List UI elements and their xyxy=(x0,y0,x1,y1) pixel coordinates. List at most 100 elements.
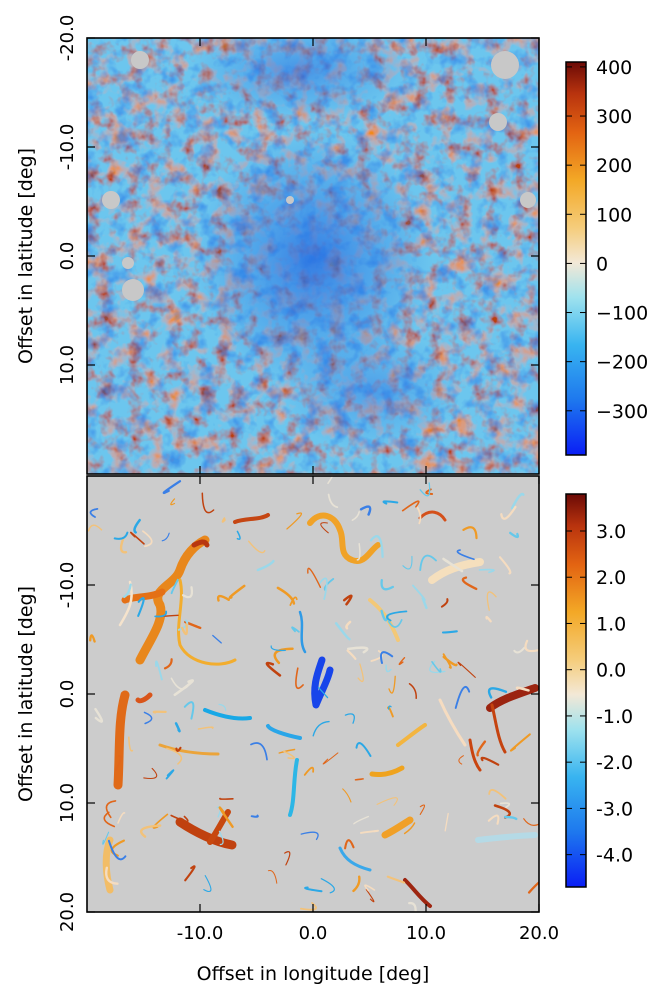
small-filament xyxy=(162,480,182,494)
small-filament xyxy=(419,482,431,497)
small-filament xyxy=(170,578,179,595)
small-filament xyxy=(113,531,129,540)
small-filament xyxy=(201,492,215,514)
bottom-colorbar-tick-label: 2.0 xyxy=(596,567,626,589)
small-filament xyxy=(286,512,303,530)
small-filament xyxy=(359,505,372,516)
bottom-colorbar-bar xyxy=(565,493,587,888)
bottom-x-axis: -10.0 0.0 10.0 20.0 xyxy=(177,476,559,944)
small-filament xyxy=(408,683,417,700)
bottom-colorbar-ticks: 3.0 2.0 1.0 0.0 -1.0 -2.0 -3.0 -4.0 xyxy=(566,521,633,867)
small-filament xyxy=(303,766,315,776)
small-filament xyxy=(273,647,294,665)
small-filament xyxy=(344,839,355,850)
small-filament xyxy=(163,658,173,670)
small-filament xyxy=(355,742,372,757)
small-filament xyxy=(318,577,328,600)
top-colorbar-tick-label: −300 xyxy=(596,401,648,423)
small-filament xyxy=(369,535,384,558)
small-filament xyxy=(170,677,189,690)
small-filament xyxy=(365,889,375,903)
bottom-panel: -10.0 0.0 10.0 20.0 -10.0 0.0 10.0 20.0 Offset… xyxy=(15,475,559,985)
small-filament xyxy=(143,767,158,779)
small-filament xyxy=(354,778,364,781)
small-filament xyxy=(284,851,291,866)
small-filament xyxy=(388,705,392,710)
small-filament xyxy=(527,880,539,894)
small-filament xyxy=(487,687,508,699)
small-filament xyxy=(236,530,241,540)
small-filament xyxy=(174,722,181,733)
small-filament xyxy=(181,586,194,599)
small-filament xyxy=(154,610,168,618)
small-filament xyxy=(291,626,300,633)
small-filament xyxy=(276,586,296,605)
small-filament xyxy=(454,686,471,709)
small-filament xyxy=(115,755,122,772)
small-filament xyxy=(221,517,226,523)
small-filament xyxy=(462,526,478,540)
small-filament xyxy=(456,549,475,561)
small-filament xyxy=(431,661,442,673)
small-filament xyxy=(312,720,330,737)
small-filament xyxy=(485,615,492,623)
small-filament xyxy=(197,726,214,730)
small-filament xyxy=(133,518,141,534)
small-filament xyxy=(388,675,396,694)
small-filament xyxy=(317,686,329,699)
small-filament xyxy=(510,733,531,752)
bottom-x-tick-label: 10.0 xyxy=(406,923,446,944)
bottom-y-axis-label: Offset in latitude [deg] xyxy=(15,586,37,802)
small-filament xyxy=(403,822,416,835)
small-filament xyxy=(346,649,357,660)
small-filament xyxy=(461,576,478,591)
top-colorbar: 400 300 200 100 0 −100 −200 −300 xyxy=(565,57,648,456)
bottom-filaments xyxy=(102,510,539,908)
bottom-y-tick-label: 20.0 xyxy=(57,892,78,932)
small-filament xyxy=(488,789,507,800)
small-filament xyxy=(476,740,487,757)
small-filament xyxy=(212,634,222,644)
small-filament xyxy=(289,596,298,606)
small-filament xyxy=(442,557,464,573)
small-filament xyxy=(128,736,134,752)
small-filament xyxy=(359,829,379,834)
small-filament xyxy=(421,597,428,610)
small-filament xyxy=(142,530,153,548)
small-filament xyxy=(441,630,458,634)
small-filament xyxy=(228,584,246,599)
small-filament xyxy=(509,531,520,539)
bottom-colorbar: 3.0 2.0 1.0 0.0 -1.0 -2.0 -3.0 -4.0 xyxy=(565,493,633,888)
bottom-colorbar-tick-label: -1.0 xyxy=(596,706,633,728)
small-filament xyxy=(342,594,353,606)
small-filament xyxy=(183,701,195,720)
top-y-axis-label: Offset in latitude [deg] xyxy=(15,148,37,364)
small-filament xyxy=(322,752,339,765)
small-filament xyxy=(267,870,278,884)
small-filament xyxy=(402,555,413,570)
small-filament xyxy=(356,543,361,561)
small-filament xyxy=(278,748,296,754)
small-filament xyxy=(419,804,426,815)
bottom-x-tick-label: 20.0 xyxy=(519,923,559,944)
small-filament xyxy=(357,663,364,682)
bottom-colorbar-tick-label: 0.0 xyxy=(596,660,626,682)
small-filament xyxy=(89,508,99,518)
small-filament xyxy=(143,711,153,725)
small-filament xyxy=(513,646,526,654)
bottom-y-axis: -10.0 0.0 10.0 20.0 xyxy=(57,562,539,932)
small-filament xyxy=(94,707,104,723)
bottom-colorbar-tick-label: -4.0 xyxy=(596,845,633,867)
small-filament xyxy=(184,865,196,882)
top-colorbar-tick-label: −100 xyxy=(596,303,648,325)
small-filament xyxy=(248,540,266,554)
small-filament xyxy=(216,594,230,602)
small-filament xyxy=(478,568,495,574)
small-filament xyxy=(510,492,525,510)
bottom-y-tick-label: -10.0 xyxy=(57,562,78,609)
small-filament xyxy=(270,645,286,652)
small-filament xyxy=(416,506,422,525)
bottom-small-filaments xyxy=(87,476,539,912)
small-filament xyxy=(500,505,517,520)
small-filament xyxy=(137,597,145,617)
